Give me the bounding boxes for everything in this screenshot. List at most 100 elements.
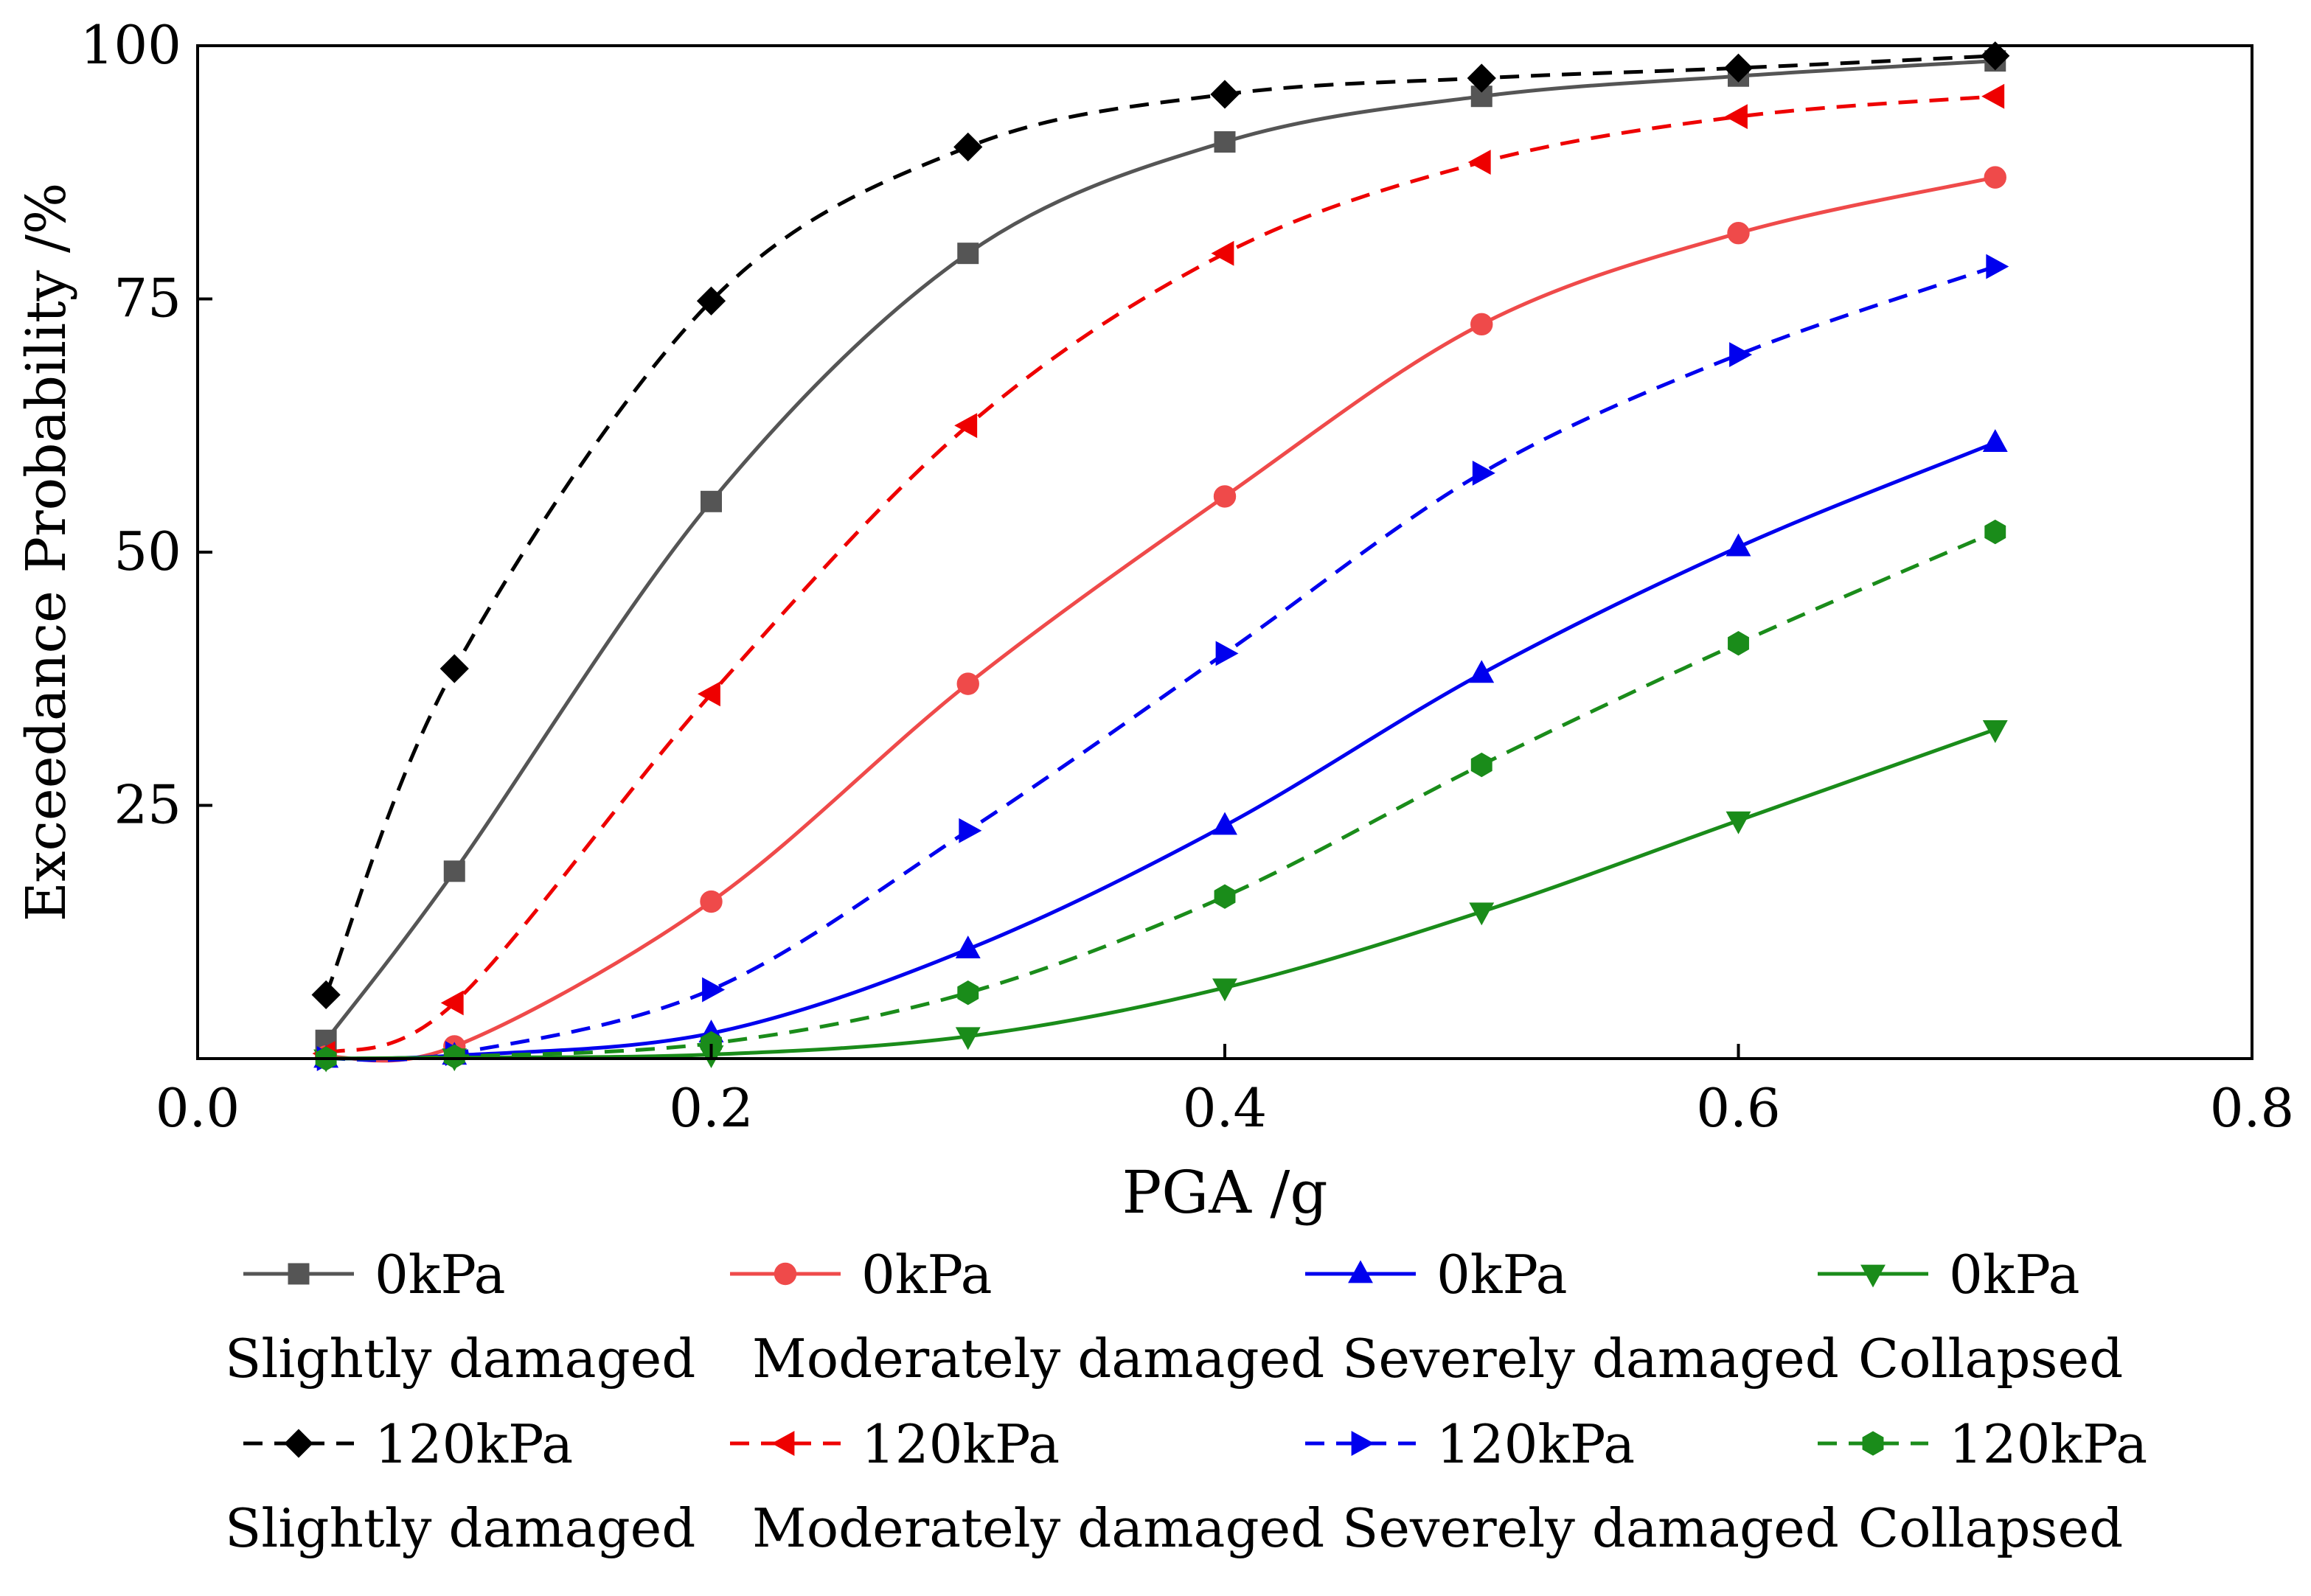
legend-damage-state: Collapsed [1858,1497,2123,1559]
data-point-120kpa-slightly-damaged [696,286,726,316]
data-point-0kpa-moderately-damaged [1470,313,1493,336]
data-point-120kpa-collapsed [1728,630,1749,656]
data-point-120kpa-collapsed [1470,752,1492,778]
data-point-120kpa-severely-damaged [1729,342,1753,368]
x-tick-label: 0.6 [1696,1077,1781,1139]
data-point-120kpa-collapsed [1214,884,1236,909]
data-point-0kpa-moderately-damaged [956,672,979,695]
legend-item-0kpa-collapsed: 0kPa Collapsed [1818,1244,2123,1390]
legend-item-0kpa-moderately-damaged: 0kPa Moderately damaged [730,1244,1324,1390]
series-line-120kpa-moderately-damaged [325,94,1995,1056]
data-point-120kpa-severely-damaged [702,977,726,1003]
legend-marker [284,1429,313,1458]
data-point-0kpa-severely-damaged [955,935,981,959]
legend-marker [774,1262,797,1286]
data-point-120kpa-moderately-damaged [1211,240,1234,266]
data-point-120kpa-moderately-damaged [697,681,720,707]
data-point-120kpa-moderately-damaged [440,990,464,1016]
data-point-0kpa-collapsed [1726,811,1751,834]
series-120kpa-slightly-damaged [311,41,2010,1010]
legend-item-0kpa-severely-damaged: 0kPa Severely damaged [1305,1244,1839,1390]
data-point-0kpa-collapsed [955,1027,981,1050]
data-point-120kpa-severely-damaged [1472,460,1495,486]
data-point-0kpa-slightly-damaged [957,243,979,265]
series-line-120kpa-collapsed [326,530,1996,1061]
data-point-120kpa-slightly-damaged [1210,80,1240,109]
series-line-120kpa-severely-damaged [326,265,1996,1062]
data-point-0kpa-moderately-damaged [1727,221,1750,245]
data-point-120kpa-slightly-damaged [1981,41,2010,71]
legend-series-name: 120kPa [1436,1413,1635,1475]
series-0kpa-severely-damaged [313,429,2008,1068]
legend-series-name: 0kPa [861,1244,993,1306]
x-tick-label: 0.0 [156,1077,240,1139]
legend-damage-state: Slightly damaged [225,1497,695,1559]
legend-marker [1351,1431,1375,1456]
legend-series-name: 0kPa [375,1244,506,1306]
data-point-120kpa-slightly-damaged [311,980,341,1010]
y-axis-label: Exceedance Probability /% [15,183,78,922]
data-point-120kpa-collapsed [957,980,979,1006]
legend-series-name: 120kPa [1949,1413,2147,1475]
series-line-0kpa-slightly-damaged [324,59,1995,1042]
data-point-0kpa-collapsed [1212,978,1237,1002]
data-point-120kpa-severely-damaged [959,818,982,843]
data-point-0kpa-slightly-damaged [1214,131,1236,153]
axes-layer: 0.0 0.2 0.4 0.6 0.8 25 50 75 100 [80,14,2295,1139]
legend-item-120kpa-slightly-damaged: 120kPa Slightly damaged [225,1413,695,1559]
series-line-0kpa-severely-damaged [326,441,1996,1061]
series-120kpa-severely-damaged [316,254,2009,1071]
data-point-0kpa-severely-damaged [1726,533,1751,557]
series-120kpa-collapsed [315,519,2006,1071]
legend-series-name: 120kPa [861,1413,1060,1475]
legend-item-120kpa-moderately-damaged: 120kPa Moderately damaged [730,1413,1324,1559]
data-point-120kpa-collapsed [443,1044,465,1069]
x-tick-label: 0.4 [1183,1077,1268,1139]
data-point-0kpa-severely-damaged [1469,660,1495,683]
series-line-0kpa-collapsed [326,728,1996,1061]
series-0kpa-collapsed [313,720,2008,1073]
legend-damage-state: Moderately damaged [752,1328,1324,1390]
y-tick-label: 25 [114,774,181,836]
data-point-0kpa-moderately-damaged [700,890,723,913]
data-point-120kpa-moderately-damaged [1467,150,1491,175]
legend-damage-state: Moderately damaged [752,1497,1324,1559]
data-point-0kpa-moderately-damaged [1213,485,1237,508]
legend-series-name: 0kPa [1436,1244,1568,1306]
series-line-0kpa-moderately-damaged [325,175,1996,1063]
series-0kpa-moderately-damaged [314,166,2006,1068]
data-point-120kpa-slightly-damaged [1723,53,1754,83]
legend-damage-state: Slightly damaged [225,1328,695,1390]
data-point-120kpa-severely-damaged [1215,641,1239,666]
data-point-0kpa-severely-damaged [1982,429,2008,453]
series-line-120kpa-slightly-damaged [324,54,1995,996]
legend-damage-state: Severely damaged [1342,1497,1839,1559]
data-point-0kpa-slightly-damaged [443,860,465,882]
legend-marker [1348,1260,1373,1283]
data-point-120kpa-slightly-damaged [439,654,469,683]
legend-series-name: 0kPa [1949,1244,2080,1306]
data-point-0kpa-collapsed [1982,720,2008,743]
legend: 0kPa Slightly damaged 0kPa Moderately damag… [225,1244,2147,1559]
data-point-0kpa-collapsed [1469,902,1495,926]
series-0kpa-slightly-damaged [315,50,2006,1051]
legend-item-120kpa-severely-damaged: 120kPa Severely damaged [1305,1413,1839,1559]
legend-damage-state: Collapsed [1858,1328,2123,1390]
legend-item-120kpa-collapsed: 120kPa Collapsed [1818,1413,2147,1559]
data-point-120kpa-severely-damaged [1986,254,2009,279]
series-layer [311,41,2010,1073]
data-point-0kpa-moderately-damaged [1984,166,2006,189]
legend-marker [1862,1431,1884,1456]
y-tick-label: 75 [114,268,181,330]
x-axis-label: PGA /g [1122,1158,1327,1227]
y-tick-label: 100 [80,14,181,76]
legend-item-0kpa-slightly-damaged: 0kPa Slightly damaged [225,1244,695,1390]
x-tick-label: 0.2 [669,1077,754,1139]
data-point-120kpa-slightly-damaged [953,132,983,162]
data-point-0kpa-slightly-damaged [701,490,722,512]
legend-marker [288,1263,310,1285]
data-point-120kpa-moderately-damaged [1724,104,1748,130]
legend-series-name: 120kPa [375,1413,573,1475]
legend-marker [1860,1264,1886,1288]
